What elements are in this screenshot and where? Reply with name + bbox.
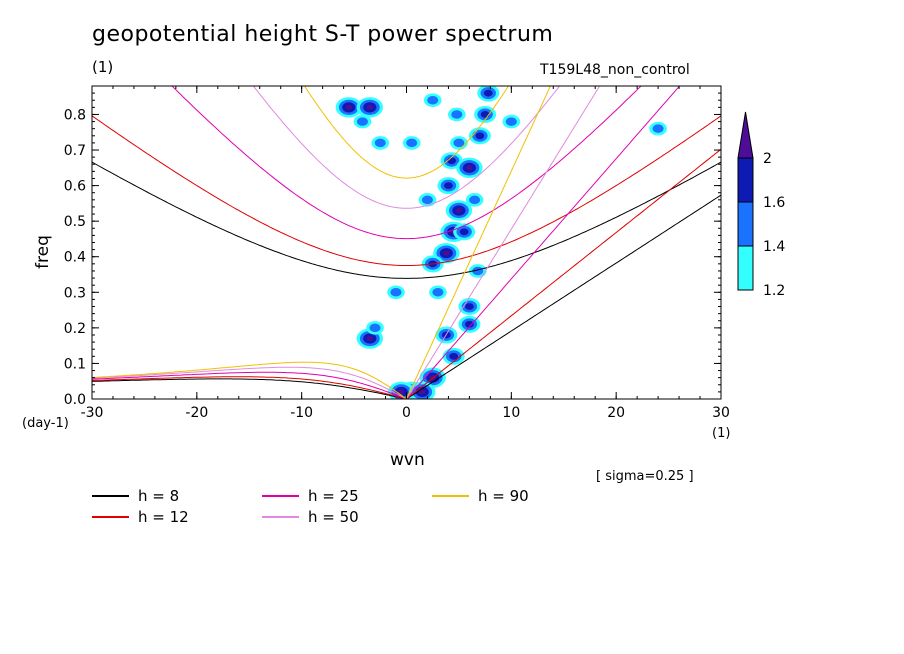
legend-label: h = 50: [308, 508, 359, 526]
legend-label: h = 90: [478, 487, 529, 505]
power-patch: [418, 389, 426, 395]
kelvin-curve: [406, 194, 721, 399]
colorbar-label: 1.4: [763, 239, 785, 255]
power-patch: [369, 323, 381, 333]
kelvin-curve: [406, 86, 681, 399]
y-axis-unit: (day-1): [22, 416, 69, 431]
y-tick-label: 0.6: [64, 179, 86, 195]
power-patch: [443, 250, 450, 256]
x-tick-label: 10: [502, 405, 520, 421]
gravity-wave-curve: [303, 86, 510, 179]
plot-frame: [91, 85, 722, 400]
rossby-curve: [92, 371, 407, 399]
power-patch: [465, 303, 474, 310]
y-tick-label: 0.8: [64, 107, 86, 123]
legend-label: h = 12: [138, 508, 189, 526]
y-tick-label: 0.0: [64, 392, 86, 408]
power-patch: [451, 110, 463, 119]
title-unit: (1): [92, 58, 114, 76]
power-patch: [345, 104, 353, 110]
power-patch: [390, 288, 402, 297]
x-tick-label: 0: [402, 405, 411, 421]
power-patch: [374, 138, 386, 148]
power-patch: [449, 352, 459, 360]
rossby-curve: [92, 361, 407, 399]
rossby-curve: [92, 378, 407, 399]
power-patch: [459, 228, 469, 236]
y-tick-label: 0.2: [64, 321, 86, 337]
kelvin-curve: [406, 86, 601, 399]
x-axis-label: wvn: [390, 450, 425, 470]
x-tick-label: -30: [81, 405, 104, 421]
power-patch: [652, 124, 664, 133]
gravity-wave-curve: [92, 115, 721, 266]
chart-title: geopotential height S-T power spectrum: [92, 22, 554, 47]
kelvin-curve: [406, 86, 551, 399]
colorbar-label: 2: [763, 151, 772, 167]
power-patch: [421, 195, 433, 205]
colorbar-segment: [737, 245, 754, 291]
x-tick-label: 30: [712, 405, 730, 421]
power-patch: [455, 207, 463, 214]
sigma-note: [ sigma=0.25 ]: [596, 469, 694, 484]
power-patch: [465, 320, 474, 328]
power-patch: [505, 117, 517, 126]
x-tick-label: 20: [607, 405, 625, 421]
y-tick-label: 0.4: [64, 250, 86, 266]
gravity-wave-curve: [92, 161, 721, 279]
colorbar-label: 1.6: [763, 195, 785, 211]
y-tick-label: 0.3: [64, 285, 86, 301]
rossby-curve: [92, 376, 407, 399]
power-patch: [469, 195, 481, 205]
x-axis-unit: (1): [712, 426, 731, 441]
power-patch: [480, 111, 490, 118]
power-patch: [366, 104, 374, 110]
x-tick-label: -20: [185, 405, 208, 421]
gravity-wave-curve: [252, 86, 561, 209]
power-patch: [444, 182, 453, 189]
power-patch: [356, 117, 368, 126]
y-tick-label: 0.1: [64, 356, 86, 372]
rossby-curve: [92, 366, 407, 399]
legend-label: h = 25: [308, 487, 359, 505]
y-tick-label: 0.7: [64, 143, 86, 159]
power-patch: [453, 138, 465, 148]
y-tick-label: 0.5: [64, 214, 86, 230]
power-patch: [397, 389, 405, 395]
power-patch: [475, 132, 485, 140]
x-tick-label: -10: [290, 405, 313, 421]
power-patch: [366, 335, 374, 342]
colorbar-segment: [737, 201, 754, 247]
power-patch: [406, 138, 418, 148]
colorbar-extend: [737, 111, 754, 159]
power-patch: [432, 288, 444, 297]
power-patch: [427, 95, 439, 105]
colorbar-label: 1.2: [763, 283, 785, 299]
kelvin-curve: [406, 148, 721, 399]
legend-label: h = 8: [138, 487, 179, 505]
power-patch: [447, 157, 456, 165]
power-patch: [466, 165, 473, 171]
run-name: T159L48_non_control: [540, 62, 690, 78]
gravity-wave-curve: [171, 86, 642, 240]
power-patch: [483, 89, 493, 97]
colorbar-segment: [737, 157, 754, 203]
